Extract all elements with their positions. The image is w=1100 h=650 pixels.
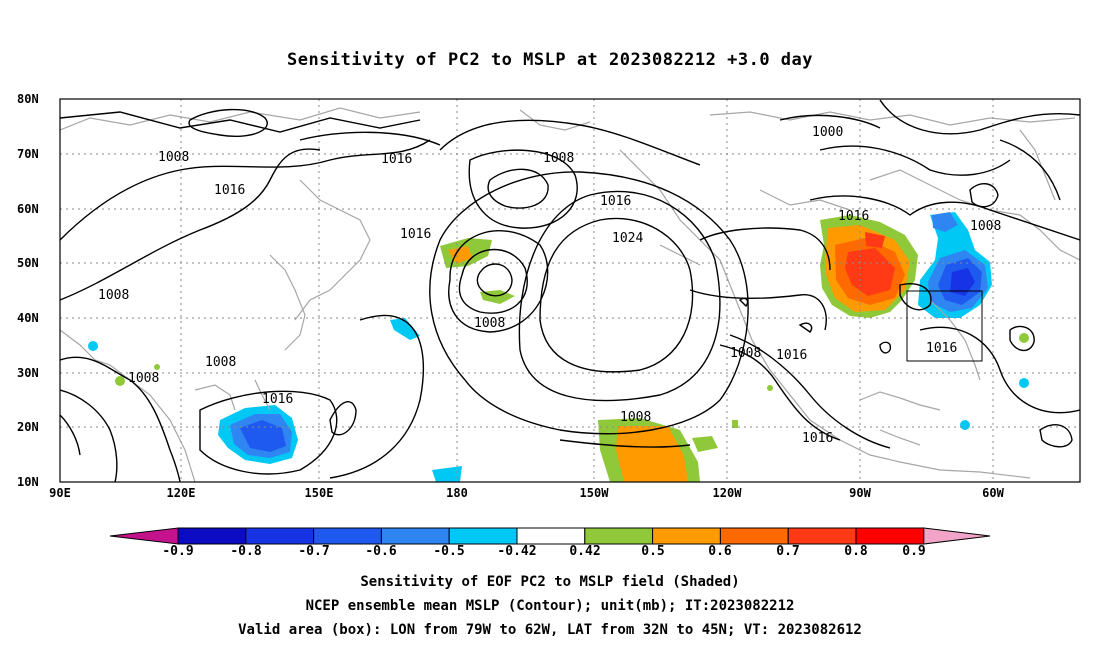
contour-label: 1016 [600, 194, 631, 209]
colorbar-label: 0.9 [902, 544, 926, 559]
contour-label: 1016 [214, 183, 245, 198]
contour-label: 1016 [838, 209, 869, 224]
colorbar-label: -0.9 [162, 544, 194, 559]
colorbar-swatch [448, 527, 518, 545]
lon-label: 90E [49, 486, 71, 500]
contour-label: 1016 [262, 392, 293, 407]
caption-contour: NCEP ensemble mean MSLP (Contour); unit(… [305, 598, 795, 614]
colorbar-swatch [177, 527, 247, 545]
colorbar-label: -0.8 [230, 544, 262, 559]
colorbar-swatch [652, 527, 721, 545]
colorbar-high-triangle [923, 527, 991, 545]
lon-label: 180 [446, 486, 468, 500]
contour-label: 1016 [400, 227, 431, 242]
lat-label: 10N [17, 475, 39, 489]
contour-label: 1008 [474, 316, 505, 331]
valid-area-box [906, 290, 983, 362]
lat-label: 40N [17, 311, 39, 325]
contour-label: 1008 [543, 151, 574, 166]
contour-label: 1008 [98, 288, 129, 303]
colorbar-swatch [719, 527, 789, 545]
lat-label: 80N [17, 92, 39, 106]
colorbar-swatch [313, 527, 382, 545]
colorbar [109, 527, 991, 545]
contour-label: 1016 [381, 152, 412, 167]
contour-label: 1008 [730, 346, 761, 361]
caption-shading: Sensitivity of EOF PC2 to MSLP field (Sh… [360, 574, 740, 590]
lon-label: 60W [982, 486, 1004, 500]
mslp-contours [60, 99, 1080, 482]
colorbar-label: 0.5 [641, 544, 665, 559]
lon-label: 120E [166, 486, 196, 500]
lat-lon-grid [60, 99, 1080, 482]
colorbar-label: 0.42 [569, 544, 601, 559]
map-frame [59, 98, 1081, 483]
sensitivity-shading [88, 212, 1029, 482]
contour-label: 1008 [158, 150, 189, 165]
colorbar-swatch [245, 527, 315, 545]
colorbar-swatch [787, 527, 857, 545]
lat-label: 70N [17, 147, 39, 161]
contour-labels: 1008 1016 1008 1016 1016 1000 1008 1016 … [98, 125, 1001, 446]
colorbar-label: 0.8 [844, 544, 868, 559]
colorbar-label: -0.42 [497, 544, 537, 559]
contour-label: 1016 [926, 341, 957, 356]
contour-label: 1016 [802, 431, 833, 446]
lat-label: 60N [17, 202, 39, 216]
contour-label: 1000 [812, 125, 843, 140]
lat-label: 50N [17, 256, 39, 270]
colorbar-swatch [584, 527, 654, 545]
colorbar-swatch [855, 527, 925, 545]
colorbar-label: -0.6 [365, 544, 397, 559]
contour-label: 1008 [620, 410, 651, 425]
colorbar-label: 0.6 [708, 544, 732, 559]
lon-label: 120W [712, 486, 742, 500]
contour-label: 1008 [970, 219, 1001, 234]
colorbar-low-triangle [109, 527, 179, 545]
lat-label: 30N [17, 366, 39, 380]
colorbar-swatch [380, 527, 450, 545]
caption-valid-area: Valid area (box): LON from 79W to 62W, L… [238, 622, 862, 638]
colorbar-label: -0.7 [298, 544, 330, 559]
lon-label: 150E [304, 486, 334, 500]
colorbar-swatch [516, 527, 586, 545]
map-title: Sensitivity of PC2 to MSLP at 2023082212… [286, 50, 813, 70]
contour-label: 1008 [205, 355, 236, 370]
colorbar-label: 0.7 [776, 544, 800, 559]
lon-label: 150W [579, 486, 609, 500]
contour-label: 1008 [128, 371, 159, 386]
contour-label: 1016 [776, 348, 807, 363]
lon-label: 90W [849, 486, 871, 500]
contour-label: 1024 [612, 231, 643, 246]
colorbar-label: -0.5 [433, 544, 465, 559]
lat-label: 20N [17, 420, 39, 434]
